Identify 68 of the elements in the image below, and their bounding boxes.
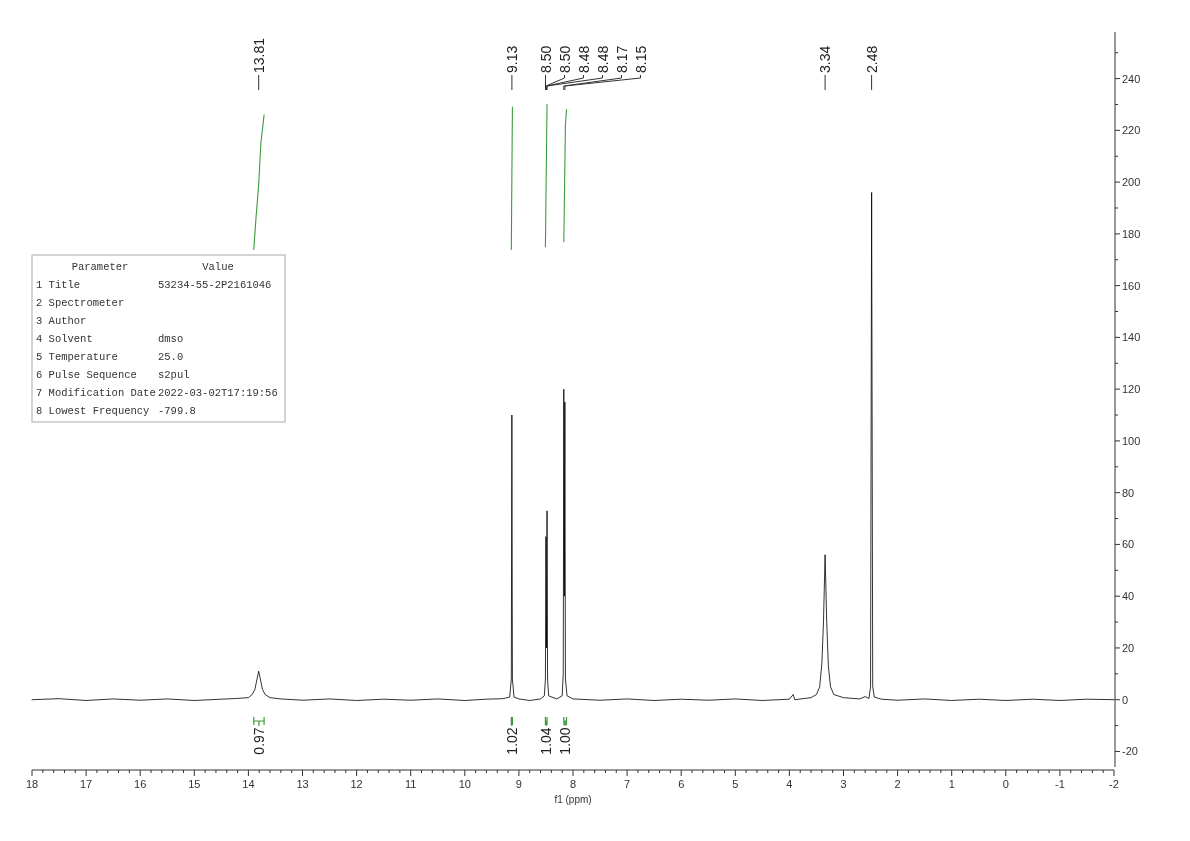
x-tick-label: 8 (569, 778, 577, 790)
annotation: 53234-55-2P2161046 (158, 279, 272, 291)
y-tick-label: 80 (1122, 486, 1135, 499)
annotation: 1.00 (557, 727, 574, 755)
annotation: 5 Temperature (36, 351, 118, 363)
y-tick-label: 0 (1122, 693, 1129, 706)
y-tick-label: 220 (1122, 124, 1141, 137)
annotation: 8.15 (632, 45, 649, 73)
annotation: 8 Lowest Frequency (36, 405, 150, 417)
x-tick-label: 5 (732, 778, 739, 790)
x-tick-label: 1 (948, 778, 955, 790)
x-tick-label: 7 (624, 778, 631, 790)
x-tick-label: 3 (840, 778, 847, 790)
annotation: 25.0 (158, 351, 184, 363)
annotation: dmso (158, 333, 184, 345)
annotation: Parameter (71, 261, 129, 273)
annotation: 2022-03-02T17:19:56 (158, 387, 278, 399)
annotation: 2 Spectrometer (36, 297, 125, 309)
annotation: -799.8 (158, 405, 196, 417)
y-tick-label: 40 (1122, 590, 1135, 603)
x-tick-label: 12 (350, 778, 363, 790)
annotation: 9.13 (503, 45, 520, 73)
annotation: 8.50 (556, 45, 573, 73)
annotation: 6 Pulse Sequence (36, 369, 137, 381)
x-tick-label: 16 (134, 778, 147, 790)
x-tick-label: 18 (25, 778, 39, 790)
x-tick-label: 10 (458, 778, 471, 790)
x-tick-label: 13 (296, 778, 309, 790)
annotation: 7 Modification Date (36, 387, 156, 399)
annotation: 4 Solvent (36, 333, 93, 345)
x-tick-label: -2 (1109, 778, 1119, 790)
y-tick-label: 100 (1122, 434, 1141, 447)
x-tick-label: 6 (678, 778, 685, 790)
annotation: 2.48 (863, 45, 880, 73)
annotation: 0.97 (250, 727, 267, 755)
y-tick-label: 60 (1122, 538, 1135, 551)
x-tick-label: 11 (404, 778, 417, 790)
x-tick-label: 0 (1002, 778, 1009, 790)
line-series (31, 192, 1115, 701)
y-tick-label: -20 (1122, 745, 1138, 758)
x-tick-label: 14 (242, 778, 255, 790)
annotation: s2pul (158, 369, 190, 381)
y-tick-label: 140 (1122, 331, 1141, 344)
annotation: 1.04 (538, 727, 555, 755)
y-tick-label: 160 (1122, 279, 1141, 292)
line-series (253, 114, 265, 250)
x-tick-label: 4 (786, 778, 793, 790)
x-tick-label: 15 (188, 778, 201, 790)
annotation: 3.34 (817, 45, 834, 73)
y-tick-label: 240 (1122, 72, 1141, 85)
annotation: 8.17 (613, 45, 630, 73)
annotation: Value (202, 261, 234, 273)
y-tick-label: 200 (1122, 176, 1141, 189)
y-tick-label: 20 (1122, 641, 1135, 654)
x-tick-label: 17 (79, 778, 93, 790)
x-axis-title: f1 (ppm) (554, 794, 592, 805)
x-tick-label: 9 (515, 778, 522, 790)
annotation: 3 Author (36, 315, 87, 327)
annotation: 8.48 (594, 45, 611, 73)
annotation: 8.50 (537, 45, 554, 73)
x-tick-label: -1 (1055, 778, 1065, 790)
y-tick-label: 120 (1122, 383, 1141, 396)
y-tick-label: 180 (1122, 227, 1141, 240)
x-tick-label: 2 (894, 778, 901, 790)
annotation: 1 Title (36, 279, 81, 291)
annotation: 13.81 (250, 37, 267, 73)
annotation: 8.48 (575, 45, 592, 73)
annotation: 1.02 (503, 727, 520, 755)
